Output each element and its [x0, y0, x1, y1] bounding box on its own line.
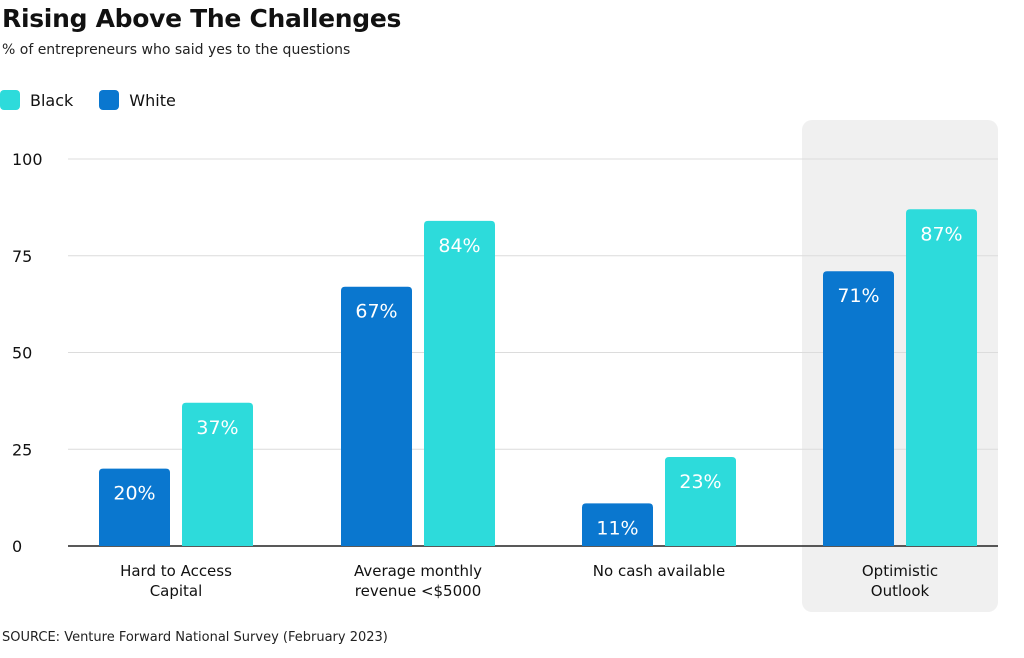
data-label: 84%: [438, 235, 480, 257]
bar-black: [665, 456, 736, 546]
x-category-label: Average monthly: [354, 562, 482, 580]
legend-label-white: White: [129, 90, 176, 110]
bar-white: [823, 271, 894, 546]
data-label: 87%: [920, 223, 962, 245]
y-tick-label: 25: [12, 440, 32, 459]
data-label: 67%: [355, 301, 397, 323]
data-label: 71%: [837, 285, 879, 307]
y-tick-label: 0: [12, 537, 22, 556]
x-category-label: revenue <$5000: [355, 582, 481, 600]
y-tick-label: 50: [12, 344, 32, 363]
legend-swatch-white: [99, 90, 120, 110]
chart-title: Rising Above The Challenges: [2, 4, 402, 33]
bar-white: [99, 468, 170, 546]
y-tick-label: 100: [12, 150, 43, 169]
legend-item-black: Black: [0, 90, 73, 110]
legend-label-black: Black: [30, 90, 74, 110]
x-category-label: Hard to Access: [120, 562, 232, 580]
x-category-label: Outlook: [871, 582, 930, 600]
bar-black: [424, 220, 495, 547]
bar-white: [582, 503, 653, 546]
legend-item-white: White: [99, 90, 176, 110]
x-category-label: Capital: [150, 582, 203, 600]
data-label: 20%: [113, 483, 155, 505]
data-label: 37%: [196, 417, 238, 439]
data-label: 11%: [596, 517, 638, 539]
legend: Black White: [0, 90, 202, 110]
bar-black: [906, 209, 977, 546]
chart-subtitle: % of entrepreneurs who said yes to the q…: [2, 42, 351, 58]
x-category-label: Optimistic: [862, 562, 938, 580]
source-note: SOURCE: Venture Forward National Survey …: [2, 630, 388, 645]
bar-black: [182, 402, 253, 546]
y-tick-label: 75: [12, 247, 32, 266]
x-category-label: No cash available: [593, 562, 725, 580]
data-label: 23%: [679, 471, 721, 493]
bar-white: [341, 286, 412, 546]
legend-swatch-black: [0, 90, 20, 110]
